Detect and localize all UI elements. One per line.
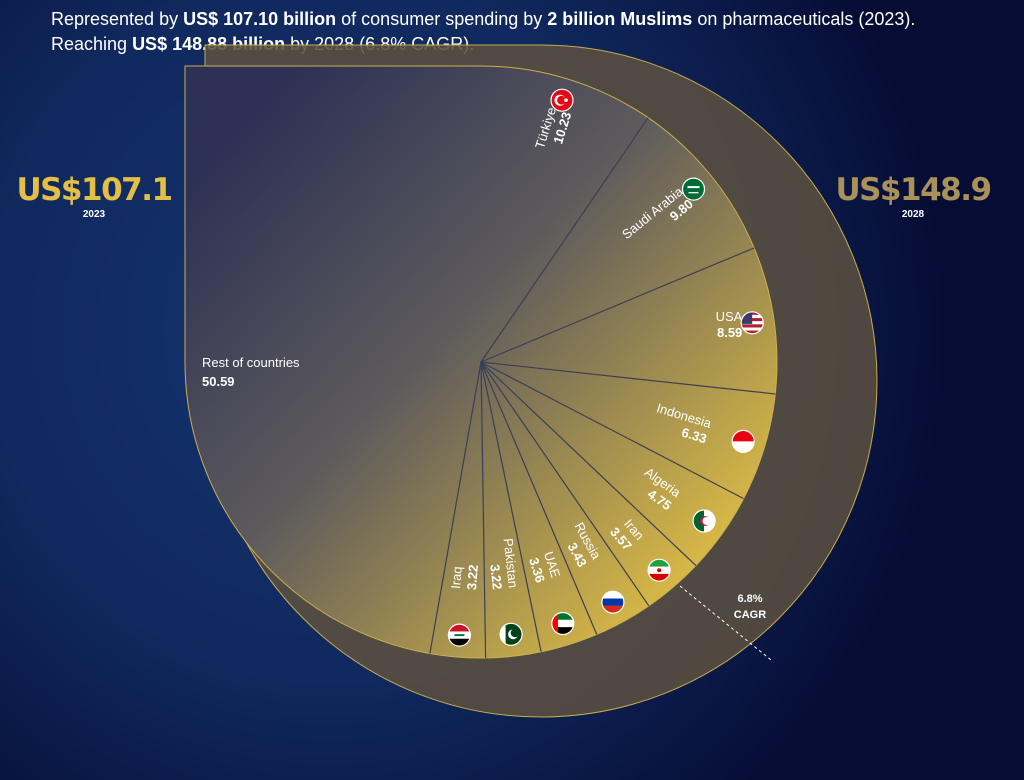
header-highlight: US$ 107.10 billion bbox=[183, 9, 337, 29]
slice-divider bbox=[480, 361, 697, 567]
slice-label-pakistan: Pakistan bbox=[501, 537, 521, 588]
iran-flag-ring bbox=[647, 558, 671, 582]
saudi-arabia-flag-icon bbox=[682, 178, 705, 201]
total-2028-year: 2028 bbox=[901, 209, 925, 220]
slice-value-uae: 3.36 bbox=[526, 556, 548, 585]
usa-flag-icon bbox=[741, 311, 764, 334]
slice-value-pakistan: 3.22 bbox=[487, 564, 505, 591]
total-2023-amount: US$107.1 bbox=[16, 172, 173, 208]
slice-divider bbox=[429, 361, 482, 654]
slice-label-rest-of-countries: Rest of countries bbox=[202, 355, 300, 370]
russia-flag-ring bbox=[601, 590, 625, 614]
uae-flag-icon bbox=[551, 612, 574, 635]
cagr-text-label: CAGR bbox=[734, 609, 766, 621]
pie-2023 bbox=[184, 65, 778, 659]
indonesia-flag-ring bbox=[731, 429, 755, 453]
slice-divider bbox=[480, 361, 650, 607]
turkey-flag-ring bbox=[550, 88, 574, 112]
slice-divider bbox=[480, 361, 487, 659]
indonesia-flag-icon bbox=[732, 430, 755, 453]
usa-flag-ring bbox=[740, 311, 764, 335]
slice-value-usa: 8.59 bbox=[717, 325, 742, 340]
header-text: on pharmaceuticals (2023). bbox=[692, 9, 916, 29]
slice-value-rest-of-countries: 50.59 bbox=[202, 374, 235, 389]
header-text: of consumer spending by bbox=[336, 9, 548, 29]
total-2028-amount: US$148.9 bbox=[835, 172, 992, 208]
header-line-1: Represented by US$ 107.10 billion of con… bbox=[51, 7, 915, 32]
header-highlight: 2 billion Muslims bbox=[547, 9, 693, 29]
slice-label-usa: USA bbox=[716, 309, 743, 324]
slice-divider bbox=[480, 117, 649, 363]
country-flags bbox=[447, 88, 764, 647]
slice-divider bbox=[480, 361, 744, 500]
cagr-pct-label: 6.8% bbox=[737, 593, 762, 605]
turkey-flag-icon bbox=[551, 89, 573, 112]
header-text: Reaching bbox=[51, 34, 133, 54]
russia-flag-icon bbox=[601, 591, 624, 614]
slice-dividers bbox=[429, 117, 776, 659]
algeria-flag-icon bbox=[693, 510, 716, 532]
total-2028: US$148.9 2028 bbox=[832, 172, 994, 220]
slice-value-indonesia: 6.33 bbox=[680, 425, 709, 447]
cagr-dashed-line bbox=[679, 585, 772, 661]
slice-divider bbox=[480, 361, 598, 635]
saudi-arabia-flag-ring bbox=[681, 177, 706, 201]
algeria-flag-ring bbox=[692, 509, 716, 533]
total-2023-year: 2023 bbox=[82, 209, 106, 220]
slice-divider bbox=[480, 247, 755, 363]
iran-flag-icon bbox=[648, 559, 671, 582]
pakistan-flag-ring bbox=[499, 622, 523, 646]
uae-flag-ring bbox=[551, 611, 575, 636]
iraq-flag-ring bbox=[447, 623, 471, 647]
pakistan-flag-icon bbox=[500, 623, 523, 646]
slice-value-iraq: 3.22 bbox=[464, 564, 481, 590]
iraq-flag-icon bbox=[448, 624, 471, 647]
slice-label-iraq: Iraq bbox=[448, 566, 465, 590]
total-2023: US$107.1 2023 bbox=[14, 172, 174, 220]
slice-divider bbox=[480, 361, 776, 395]
header-text: Represented by bbox=[51, 9, 184, 29]
slice-label-group-iraq: Iraq 3.22 bbox=[448, 564, 481, 590]
slice-divider bbox=[480, 361, 542, 652]
